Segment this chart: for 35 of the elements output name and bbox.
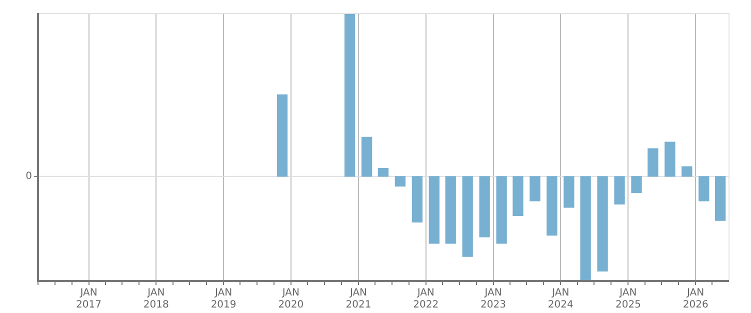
bar	[445, 176, 456, 244]
bar	[682, 166, 692, 177]
ref-line-label: 0	[26, 171, 32, 182]
bar	[394, 176, 406, 187]
x-tick-label: JAN 2024	[548, 288, 574, 311]
bar	[361, 136, 372, 177]
bar	[698, 176, 710, 202]
x-tick-label: JAN 2022	[413, 288, 439, 311]
bar	[597, 176, 608, 272]
x-tick-label: JAN 2026	[682, 288, 708, 311]
bar	[512, 176, 524, 216]
bar	[428, 176, 440, 244]
x-tick-label: JAN 2019	[210, 288, 236, 311]
bar	[412, 176, 423, 222]
bar	[714, 176, 726, 221]
bar	[664, 142, 676, 177]
x-tick-label: JAN 2018	[143, 288, 169, 311]
bar	[614, 176, 625, 205]
bar	[496, 176, 507, 244]
x-tick-label: JAN 2020	[278, 288, 304, 311]
bar	[276, 94, 288, 177]
bar	[546, 176, 558, 236]
bar	[479, 176, 490, 238]
bar	[580, 176, 591, 281]
bar	[462, 176, 473, 257]
bar	[378, 168, 389, 177]
x-tick-label: JAN 2021	[346, 288, 372, 311]
bar	[564, 176, 574, 208]
x-tick-label: JAN 2025	[615, 288, 641, 311]
bar	[344, 13, 356, 177]
bar	[648, 148, 658, 177]
bar	[530, 176, 540, 202]
bar	[631, 176, 642, 194]
x-tick-label: JAN 2017	[76, 288, 102, 311]
x-tick-label: JAN 2023	[480, 288, 506, 311]
